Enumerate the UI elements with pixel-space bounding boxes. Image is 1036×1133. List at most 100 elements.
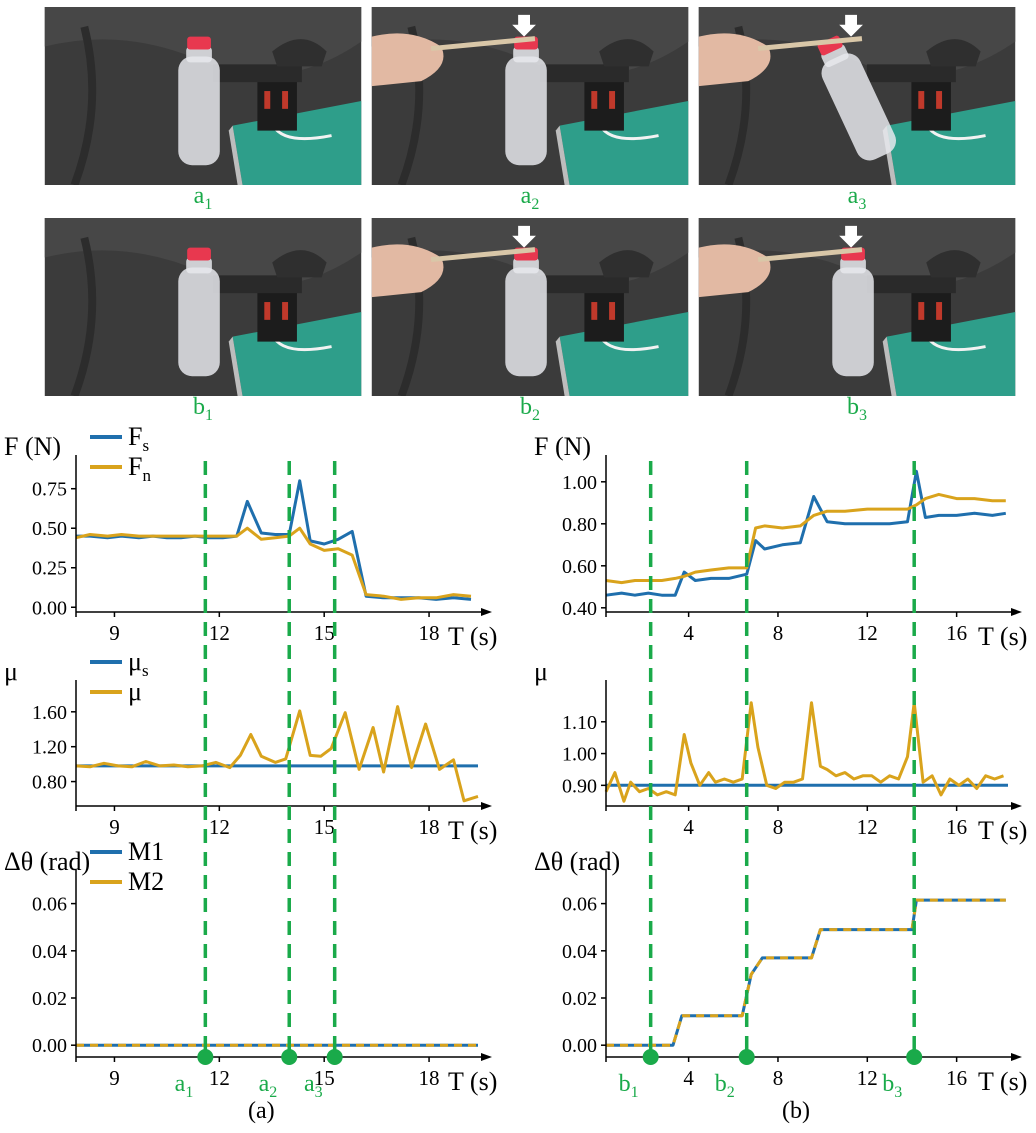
bottle-neck xyxy=(513,46,539,63)
caption-b: (b) xyxy=(782,1098,810,1124)
gripper-body xyxy=(584,76,624,131)
event-marker-label-sub: 3 xyxy=(315,1084,323,1101)
photo-a2 xyxy=(371,7,689,185)
photo-a3 xyxy=(698,7,1016,185)
legend-label: M2 xyxy=(128,867,164,896)
event-marker-label-main: a xyxy=(259,1071,270,1097)
y-axis-label: Δθ (rad) xyxy=(4,847,90,876)
hand xyxy=(698,244,771,298)
x-tick-label: 16 xyxy=(946,621,967,645)
y-tick-label: 0.06 xyxy=(562,894,597,916)
event-marker-label-sub: 1 xyxy=(631,1084,639,1101)
bottle-cap xyxy=(187,36,211,50)
photo-label-sub: 1 xyxy=(205,406,213,424)
hand xyxy=(371,33,444,87)
bottle-neck xyxy=(821,44,849,68)
photo-label-b1: b1 xyxy=(143,394,263,425)
event-marker-label: b2 xyxy=(715,1071,735,1101)
x-tick-label: 8 xyxy=(773,815,784,839)
legend-label: μ xyxy=(128,677,142,706)
stick xyxy=(430,36,536,51)
legend-label: Fn xyxy=(128,452,151,485)
bottle-body xyxy=(832,267,874,377)
chart-b-theta: 4 8 12 16 0.00 0.02 0.04 0.06 T (s) Δθ (rad) xyxy=(534,847,1027,1096)
x-tick-label: 18 xyxy=(419,1066,440,1090)
x-axis-label: T (s) xyxy=(448,816,497,845)
gripper-head xyxy=(272,250,327,278)
x-tick-label: 12 xyxy=(209,1066,230,1090)
photo-label-main: b xyxy=(520,394,532,420)
event-marker-label-main: a xyxy=(304,1071,315,1097)
gripper-arm xyxy=(866,275,956,294)
legend-label-sub: s xyxy=(142,661,149,680)
photo-label-main: b xyxy=(193,394,205,420)
series-line-0 xyxy=(605,469,1007,597)
series-line-1 xyxy=(606,898,1006,1047)
event-marker xyxy=(281,1049,298,1065)
event-marker xyxy=(738,1049,755,1065)
photo-label-sub: 2 xyxy=(531,195,540,213)
gripper-light xyxy=(282,91,289,109)
photo-fold xyxy=(70,236,97,396)
bottle xyxy=(178,36,220,166)
gripper-head xyxy=(926,39,981,67)
photo-label-sub: 1 xyxy=(204,195,213,213)
event-marker xyxy=(326,1049,343,1065)
y-tick-label: 1.00 xyxy=(562,744,597,766)
x-axis-label: T (s) xyxy=(978,1067,1027,1096)
x-tick-label: 9 xyxy=(109,815,120,839)
event-marker xyxy=(197,1049,214,1065)
gripper-light xyxy=(591,91,598,109)
event-marker-label-main: a xyxy=(175,1071,186,1097)
photo-label-main: a xyxy=(847,183,859,209)
event-marker-label-sub: 2 xyxy=(727,1084,735,1101)
legend-label-main: μ xyxy=(128,677,142,706)
y-tick-label: 0.00 xyxy=(32,1035,67,1057)
y-tick-label: 1.00 xyxy=(562,472,597,494)
series-line-1 xyxy=(604,701,1005,803)
x-tick-label: 9 xyxy=(109,621,120,645)
event-marker xyxy=(906,1049,923,1065)
gripper-light xyxy=(609,91,616,109)
gripper-arm xyxy=(212,64,302,83)
photo-label-sub: 3 xyxy=(858,195,867,213)
bottle-body xyxy=(821,53,897,161)
stick xyxy=(430,247,536,262)
x-tick-label: 4 xyxy=(683,1066,694,1090)
x-tick-label: 15 xyxy=(314,1066,335,1090)
bottle-cap xyxy=(187,247,211,261)
gripper-body xyxy=(911,76,951,131)
y-tick-label: 1.20 xyxy=(32,737,67,759)
photo-label-a2: a2 xyxy=(470,183,590,214)
series-line-1 xyxy=(605,492,1006,585)
legend-label-main: F xyxy=(128,452,142,481)
gripper-arm xyxy=(866,64,956,83)
x-axis-label: T (s) xyxy=(978,622,1027,651)
x-tick-label: 15 xyxy=(314,621,335,645)
gripper-arm xyxy=(539,64,629,83)
bottle-neck xyxy=(186,257,212,274)
down-arrow-icon xyxy=(839,225,863,248)
x-tick-label: 9 xyxy=(109,1066,120,1090)
bottle-body xyxy=(505,56,547,166)
x-axis-arrow xyxy=(481,608,492,616)
x-tick-label: 15 xyxy=(314,815,335,839)
legend-label: μs xyxy=(128,647,149,680)
photo-table-edge xyxy=(228,336,243,396)
stick xyxy=(757,36,863,51)
y-axis-label: F (N) xyxy=(4,432,61,461)
y-tick-label: 0.06 xyxy=(32,894,67,916)
photo-label-sub: 3 xyxy=(859,406,867,424)
gripper-body xyxy=(257,76,297,131)
bottle-body xyxy=(505,267,547,377)
photo-label-main: a xyxy=(520,183,532,209)
bottle-neck xyxy=(513,257,539,274)
hand xyxy=(371,244,444,298)
y-tick-label: 0.80 xyxy=(32,772,67,794)
x-axis-label: T (s) xyxy=(448,1067,497,1096)
photo-fold xyxy=(70,25,97,185)
x-tick-label: 16 xyxy=(946,815,967,839)
